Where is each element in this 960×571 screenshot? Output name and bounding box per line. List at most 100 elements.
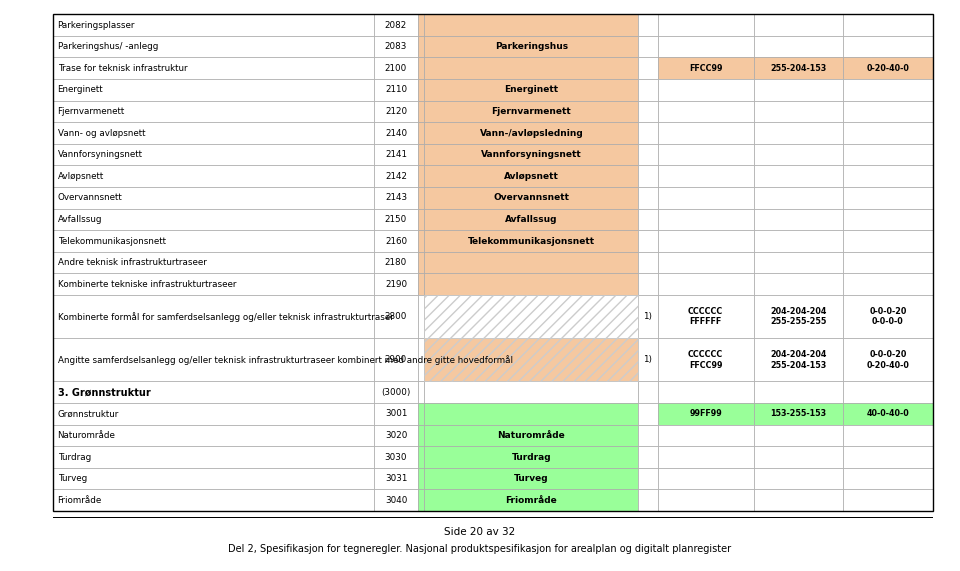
Bar [374, 166, 418, 187]
Bar [424, 122, 638, 144]
Bar [374, 489, 418, 511]
Text: Energinett: Energinett [504, 86, 559, 94]
Bar [374, 58, 418, 79]
Bar [754, 381, 843, 403]
Bar [638, 295, 658, 338]
Text: 1): 1) [643, 355, 653, 364]
Bar [658, 295, 754, 338]
Bar [658, 338, 754, 381]
Bar [424, 36, 638, 58]
Bar [418, 230, 424, 252]
Bar [424, 58, 638, 79]
Bar [424, 468, 638, 489]
Bar [424, 79, 638, 100]
Bar [418, 274, 424, 295]
Bar [53, 36, 374, 58]
Text: Friområde: Friområde [58, 496, 102, 505]
Bar [638, 338, 658, 381]
Bar [374, 403, 418, 425]
Bar [843, 489, 933, 511]
Bar [638, 79, 658, 100]
Text: 204-204-204
255-255-255: 204-204-204 255-255-255 [770, 307, 827, 327]
Bar [658, 122, 754, 144]
Text: 40-0-40-0: 40-0-40-0 [867, 409, 909, 419]
Text: Avfallssug: Avfallssug [505, 215, 558, 224]
Bar [843, 252, 933, 274]
Text: 3030: 3030 [385, 453, 407, 461]
Bar [843, 425, 933, 447]
Text: Avløpsnett: Avløpsnett [504, 172, 559, 181]
Bar [658, 447, 754, 468]
Bar [53, 230, 374, 252]
Text: 3001: 3001 [385, 409, 407, 419]
Bar [418, 403, 424, 425]
Bar [53, 295, 374, 338]
Text: (3000): (3000) [381, 388, 411, 397]
Bar [53, 403, 374, 425]
Text: Telekommunikasjonsnett: Telekommunikasjonsnett [58, 236, 165, 246]
Text: Naturområde: Naturområde [497, 431, 565, 440]
Bar [418, 122, 424, 144]
Text: 2150: 2150 [385, 215, 407, 224]
Bar [374, 381, 418, 403]
Bar [374, 14, 418, 36]
Bar [638, 58, 658, 79]
Text: 2190: 2190 [385, 280, 407, 289]
Bar [638, 144, 658, 166]
Bar [843, 166, 933, 187]
Bar [638, 489, 658, 511]
Bar [658, 403, 754, 425]
Text: Turveg: Turveg [514, 474, 549, 483]
Text: Avfallssug: Avfallssug [58, 215, 102, 224]
Bar [418, 79, 424, 100]
Bar [424, 252, 638, 274]
Text: Turveg: Turveg [58, 474, 86, 483]
Bar [374, 338, 418, 381]
Text: 0-20-40-0: 0-20-40-0 [867, 64, 909, 73]
Bar [638, 187, 658, 208]
Text: Andre teknisk infrastrukturtraseer: Andre teknisk infrastrukturtraseer [58, 258, 206, 267]
Bar [374, 230, 418, 252]
Text: Energinett: Energinett [58, 86, 104, 94]
Bar [374, 295, 418, 338]
Bar [418, 187, 424, 208]
Text: 153-255-153: 153-255-153 [770, 409, 827, 419]
Bar [843, 187, 933, 208]
Bar [418, 208, 424, 230]
Bar [843, 122, 933, 144]
Bar [638, 122, 658, 144]
Text: Parkeringsplasser: Parkeringsplasser [58, 21, 135, 30]
Text: FFCC99: FFCC99 [689, 64, 722, 73]
Text: Kombinerte tekniske infrastrukturtraseer: Kombinerte tekniske infrastrukturtraseer [58, 280, 236, 289]
Bar [53, 447, 374, 468]
Bar [754, 166, 843, 187]
Bar [638, 230, 658, 252]
Bar [424, 295, 638, 338]
Text: 2160: 2160 [385, 236, 407, 246]
Bar [53, 489, 374, 511]
Bar [843, 381, 933, 403]
Text: CCCCCC
FFCC99: CCCCCC FFCC99 [688, 350, 723, 369]
Text: Naturområde: Naturområde [58, 431, 115, 440]
Bar [754, 187, 843, 208]
Bar [754, 295, 843, 338]
Bar [638, 252, 658, 274]
Bar [843, 14, 933, 36]
Bar [658, 274, 754, 295]
Text: 2900: 2900 [385, 355, 407, 364]
Bar [658, 381, 754, 403]
Bar [374, 100, 418, 122]
Bar [53, 338, 374, 381]
Text: Vann-/avløpsledning: Vann-/avløpsledning [479, 128, 584, 138]
Text: Turdrag: Turdrag [58, 453, 91, 461]
Bar [658, 58, 754, 79]
Bar [658, 100, 754, 122]
Bar [374, 468, 418, 489]
Bar [53, 58, 374, 79]
Text: Parkeringshus: Parkeringshus [494, 42, 568, 51]
Bar [53, 14, 374, 36]
Bar [843, 468, 933, 489]
Text: 3040: 3040 [385, 496, 407, 505]
Bar [754, 79, 843, 100]
Bar [843, 58, 933, 79]
